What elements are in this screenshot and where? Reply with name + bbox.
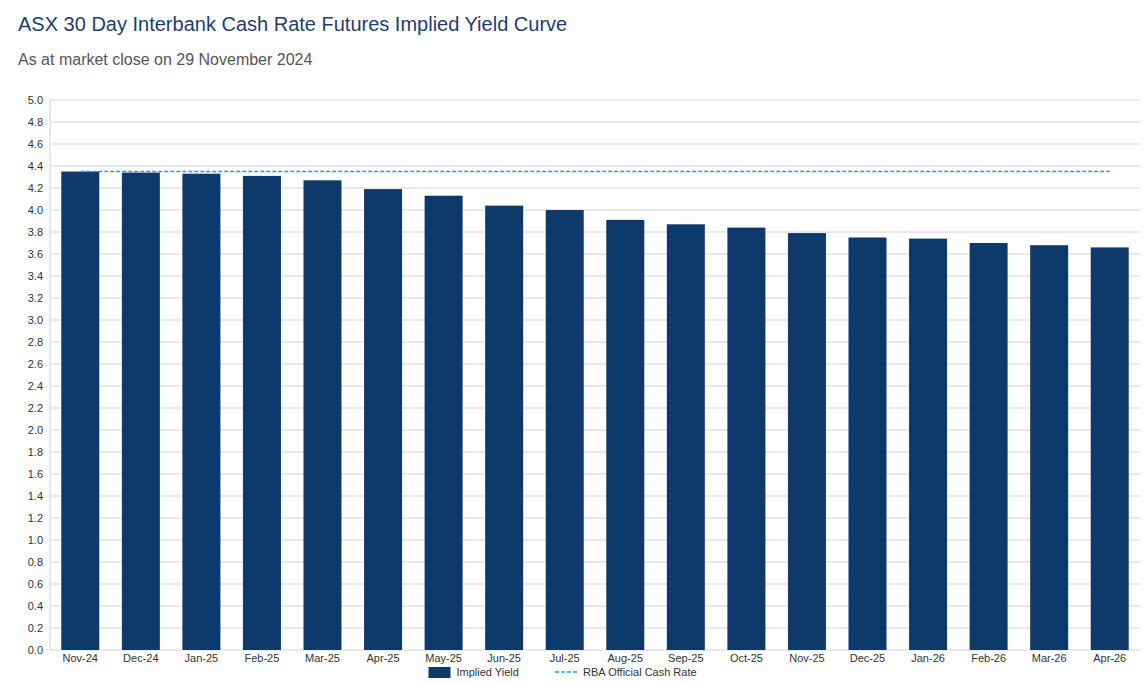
x-tick-label: May-25 — [425, 652, 462, 664]
y-tick-label: 4.2 — [28, 182, 43, 194]
y-tick-label: 0.2 — [28, 622, 43, 634]
x-tick-label: Mar-25 — [305, 652, 340, 664]
bar — [606, 220, 644, 650]
y-tick-label: 4.8 — [28, 116, 43, 128]
bar — [122, 173, 160, 650]
x-tick-label: Apr-25 — [367, 652, 400, 664]
y-tick-label: 2.0 — [28, 424, 43, 436]
legend-label: Implied Yield — [457, 666, 519, 678]
y-tick-label: 3.4 — [28, 270, 43, 282]
x-tick-label: Apr-26 — [1093, 652, 1126, 664]
y-tick-label: 3.2 — [28, 292, 43, 304]
legend-swatch — [555, 671, 577, 673]
bar — [667, 224, 705, 650]
y-tick-label: 1.0 — [28, 534, 43, 546]
y-tick-label: 0.0 — [28, 644, 43, 656]
y-tick-label: 3.8 — [28, 226, 43, 238]
x-tick-label: Aug-25 — [608, 652, 643, 664]
grid — [50, 100, 1140, 650]
x-tick-label: Nov-24 — [63, 652, 98, 664]
bar — [304, 180, 342, 650]
subtitle: As at market close on 29 November 2024 — [18, 51, 312, 68]
grid-line — [50, 166, 1140, 167]
y-tick-label: 5.0 — [28, 94, 43, 106]
bar — [1030, 245, 1068, 650]
bar — [1091, 247, 1129, 650]
bar — [61, 172, 99, 651]
x-tick-label: Dec-24 — [123, 652, 158, 664]
line — [80, 171, 1109, 173]
y-tick-label: 2.2 — [28, 402, 43, 414]
x-tick-label: Nov-25 — [789, 652, 824, 664]
bar — [364, 189, 402, 650]
bar — [425, 196, 463, 650]
x-tick-label: Dec-25 — [850, 652, 885, 664]
y-tick-label: 4.4 — [28, 160, 43, 172]
y-tick-label: 1.8 — [28, 446, 43, 458]
x-tick-label: Sep-25 — [668, 652, 703, 664]
y-tick-label: 2.8 — [28, 336, 43, 348]
bar — [182, 174, 220, 650]
x-tick-label: Mar-26 — [1032, 652, 1067, 664]
y-tick-label: 0.6 — [28, 578, 43, 590]
title: ASX 30 Day Interbank Cash Rate Futures I… — [18, 13, 567, 35]
bar — [970, 243, 1008, 650]
y-tick-label: 0.4 — [28, 600, 43, 612]
y-tick-label: 1.4 — [28, 490, 43, 502]
grid-line — [50, 122, 1140, 123]
legend-swatch — [429, 667, 451, 678]
y-tick-label: 2.4 — [28, 380, 43, 392]
y-tick-label: 4.6 — [28, 138, 43, 150]
bar — [727, 228, 765, 650]
y-tick-label: 4.0 — [28, 204, 43, 216]
x-tick-label: Jun-25 — [487, 652, 521, 664]
grid-line — [50, 144, 1140, 145]
bar — [546, 210, 584, 650]
x-tick-label: Oct-25 — [730, 652, 763, 664]
x-tick-label: Feb-26 — [971, 652, 1006, 664]
y-tick-label: 3.0 — [28, 314, 43, 326]
y-tick-label: 1.6 — [28, 468, 43, 480]
plot-area — [61, 172, 1128, 651]
bar — [243, 176, 281, 650]
x-tick-label: Feb-25 — [245, 652, 280, 664]
bar — [849, 238, 887, 651]
y-tick-label: 2.6 — [28, 358, 43, 370]
bar — [788, 233, 826, 650]
y-tick-label: 0.8 — [28, 556, 43, 568]
bar — [909, 239, 947, 650]
y-tick-label: 1.2 — [28, 512, 43, 524]
y-tick-label: 3.6 — [28, 248, 43, 260]
x-tick-label: Jul-25 — [550, 652, 580, 664]
legend: Implied Yield RBA Official Cash Rate — [429, 666, 697, 678]
legend-label: RBA Official Cash Rate — [583, 666, 697, 678]
x-tick-label: Jan-25 — [185, 652, 219, 664]
y-axis-line — [50, 100, 51, 650]
grid-line — [50, 100, 1140, 101]
chart: ASX 30 Day Interbank Cash Rate Futures I… — [0, 0, 1146, 682]
bar — [485, 206, 523, 650]
x-tick-label: Jan-26 — [911, 652, 945, 664]
